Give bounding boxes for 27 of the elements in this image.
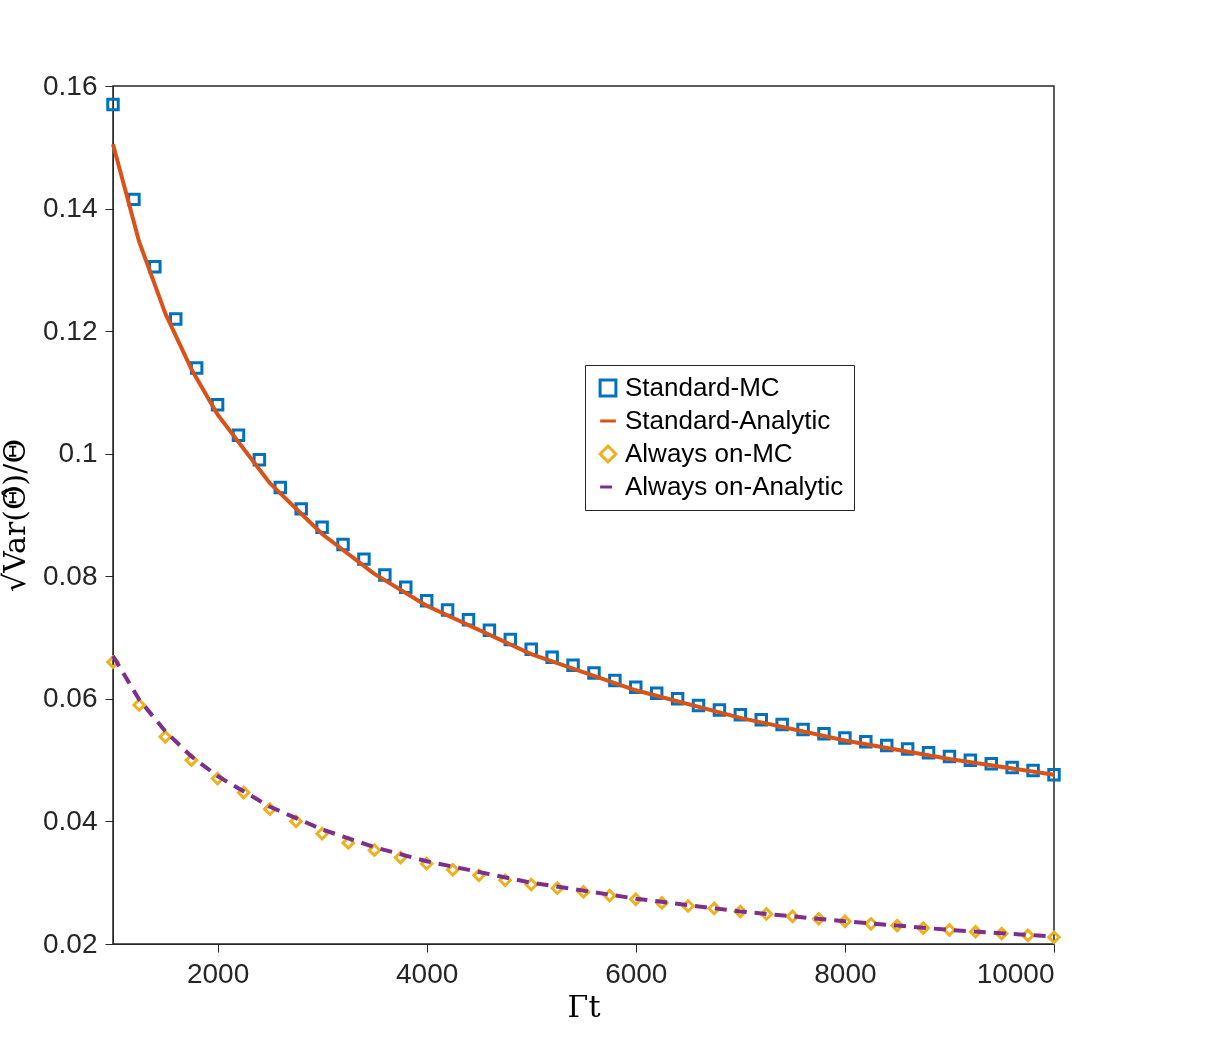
legend-label: Always on-Analytic: [625, 471, 844, 501]
legend-label: Standard-MC: [625, 372, 780, 402]
point: [367, 843, 382, 857]
point: [1047, 930, 1061, 944]
y-axis-title: √Var(Θ̂)/Θ: [0, 439, 32, 592]
point: [1047, 768, 1061, 782]
y-tick-label: 0.02: [43, 927, 98, 959]
legend-label: Standard-Analytic: [625, 405, 831, 435]
y-tick-label: 0.16: [43, 69, 98, 101]
x-tick-label: 6000: [605, 957, 668, 989]
point: [158, 730, 173, 744]
x-axis-title: Γt: [567, 988, 601, 1024]
x-tick-label: 10000: [976, 957, 1055, 989]
x-tick-label: 8000: [814, 957, 877, 989]
y-tick-label: 0.04: [43, 804, 98, 836]
x-tick-label: 2000: [186, 957, 250, 989]
y-tick-label: 0.06: [43, 682, 98, 714]
y-tick-label: 0.1: [58, 437, 98, 469]
legend-label: Always on-MC: [625, 438, 793, 468]
y-tick-label: 0.08: [43, 559, 98, 591]
point: [524, 877, 538, 892]
point: [106, 97, 120, 112]
point: [132, 698, 146, 712]
y-tick-label: 0.12: [43, 314, 98, 346]
x-tick-label: 4000: [396, 957, 459, 989]
y-tick-label: 0.14: [43, 192, 98, 224]
point: [446, 863, 460, 877]
